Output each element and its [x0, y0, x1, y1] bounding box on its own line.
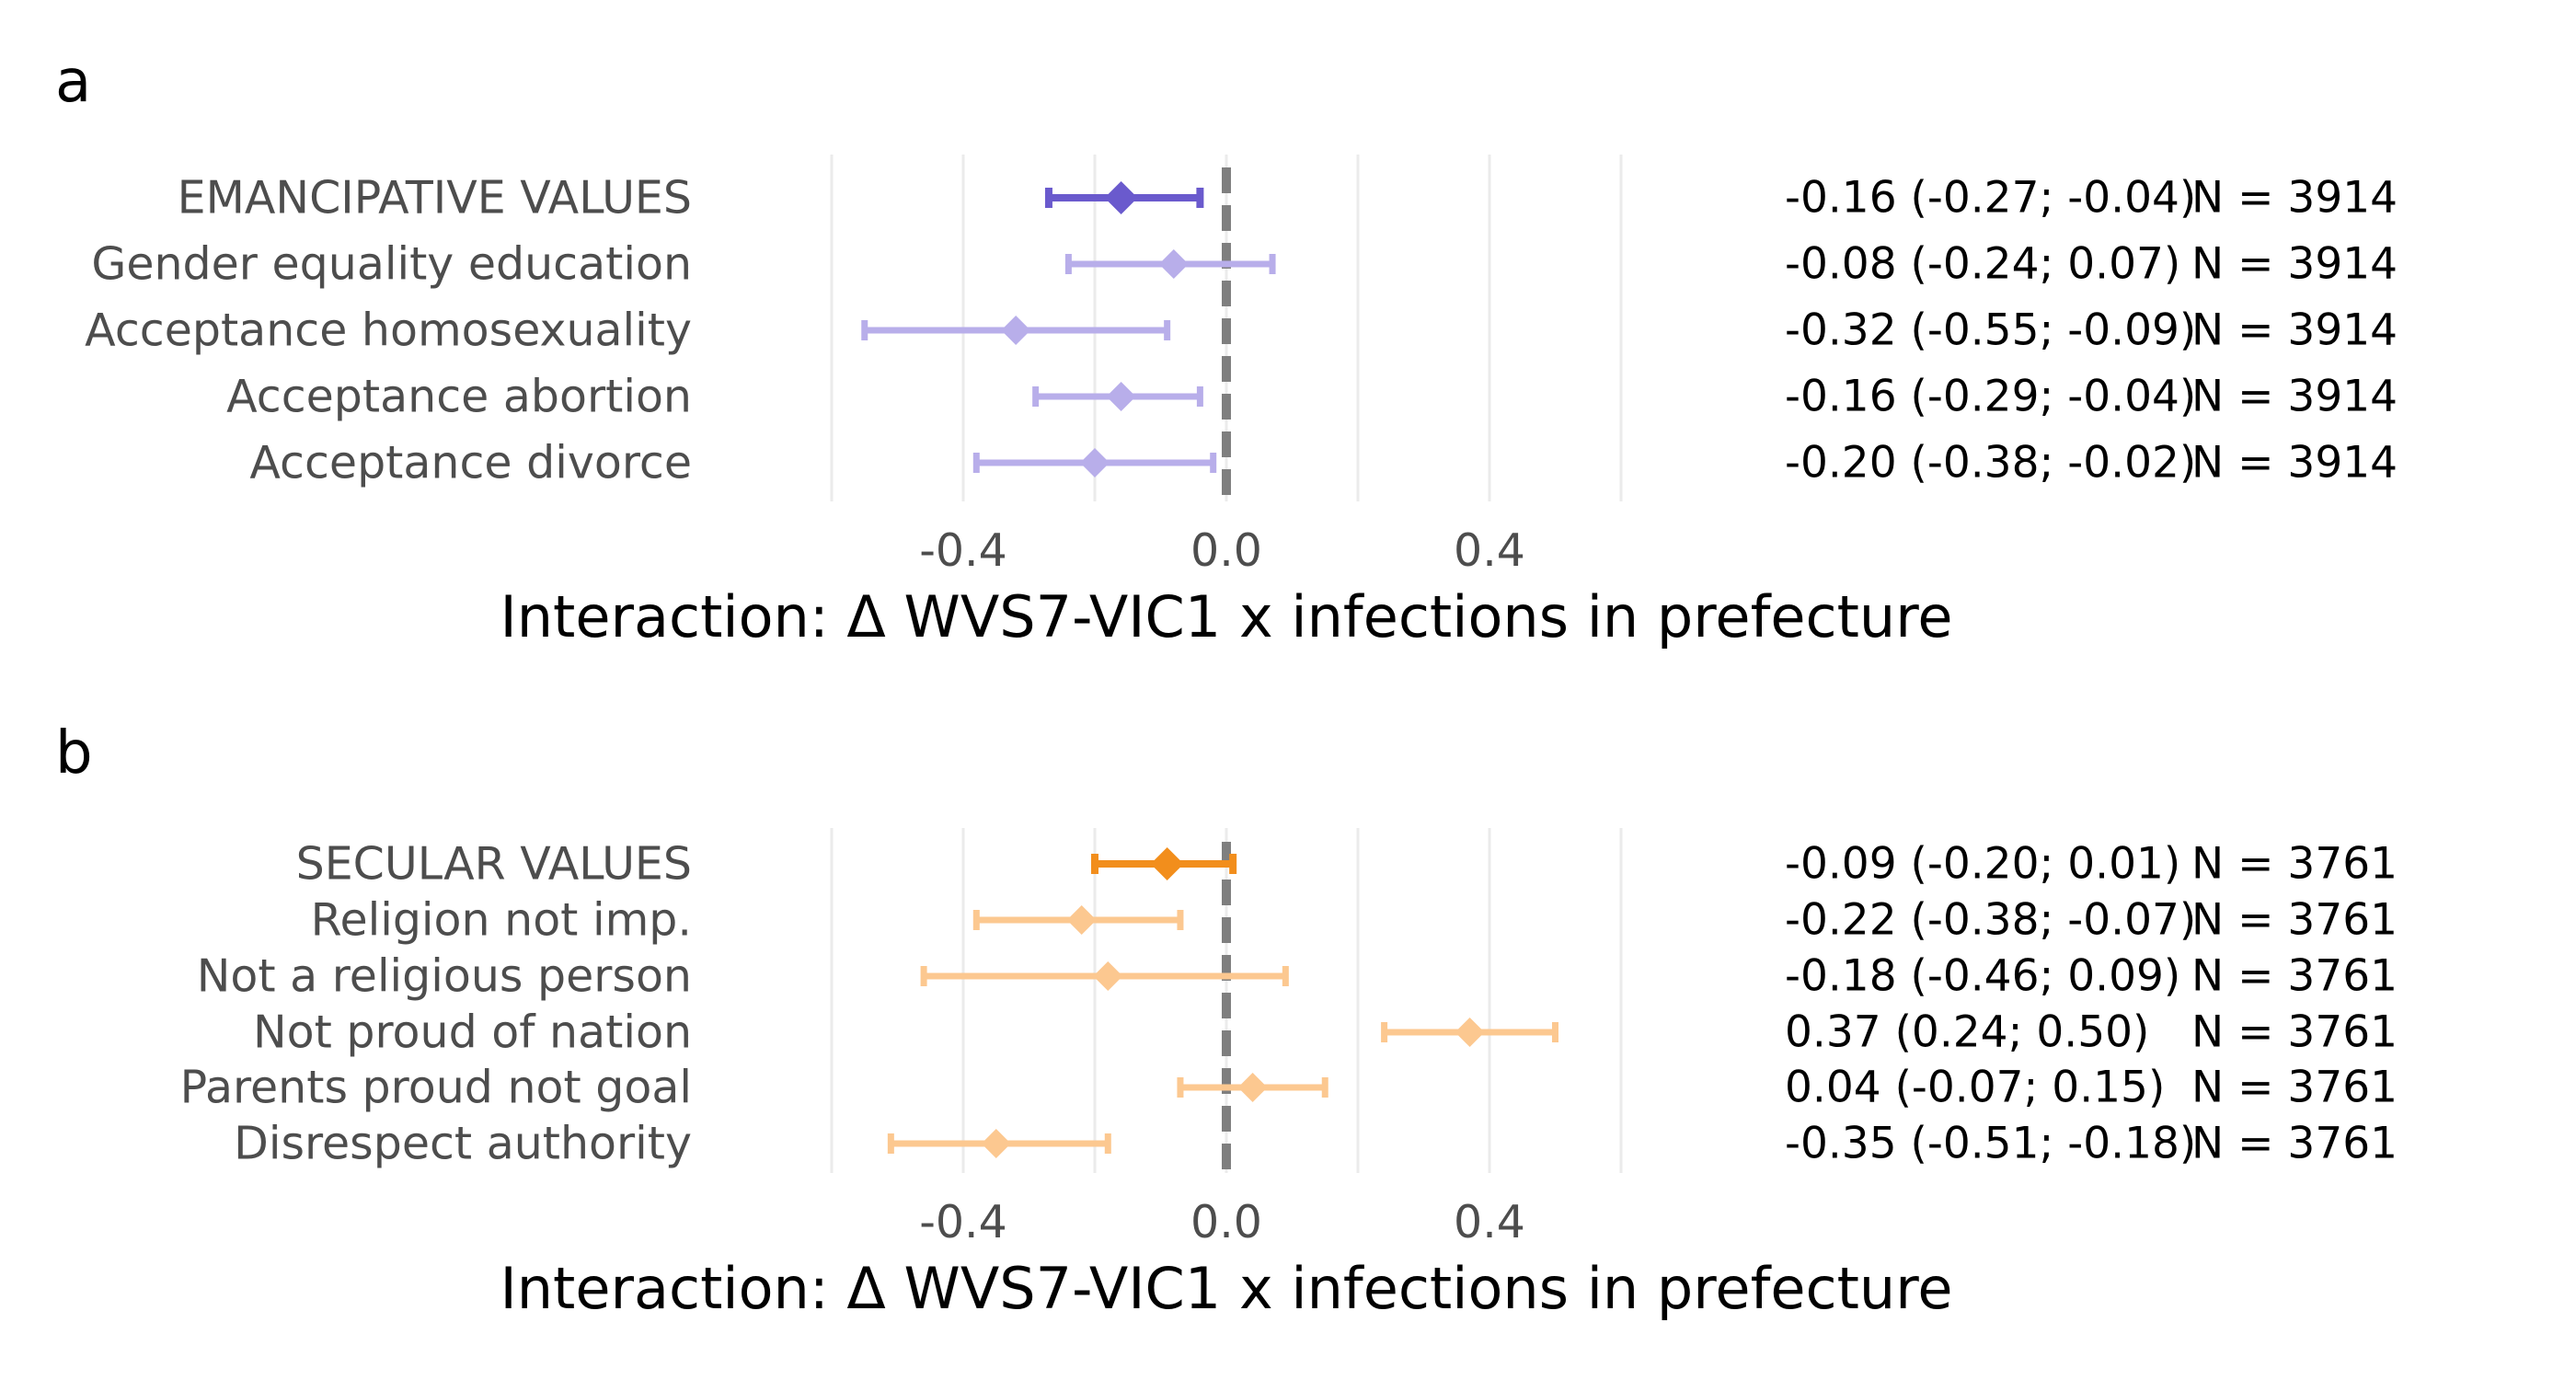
- row-label: EMANCIPATIVE VALUES: [178, 172, 692, 224]
- n-text: N = 3914: [2191, 239, 2398, 290]
- ci-text: 0.04 (-0.07; 0.15): [1785, 1063, 2165, 1113]
- x-tick-label: 0.4: [1454, 1196, 1525, 1248]
- row-label: Religion not imp.: [311, 894, 692, 947]
- ci-text: -0.32 (-0.55; -0.09): [1785, 305, 2196, 356]
- point-estimate-marker: [1158, 249, 1189, 279]
- n-text: N = 3761: [2191, 1119, 2398, 1169]
- point-estimate-marker: [1080, 448, 1110, 477]
- panel-letter: b: [55, 719, 93, 788]
- row-label: SECULAR VALUES: [296, 838, 692, 891]
- n-text: N = 3761: [2191, 895, 2398, 946]
- row-label: Not proud of nation: [253, 1006, 692, 1059]
- panel-letter: a: [55, 48, 91, 116]
- n-text: N = 3914: [2191, 305, 2398, 356]
- ci-text: -0.16 (-0.29; -0.04): [1785, 372, 2196, 422]
- n-text: N = 3761: [2191, 839, 2398, 890]
- n-text: N = 3761: [2191, 1007, 2398, 1058]
- n-text: N = 3761: [2191, 951, 2398, 1002]
- row-label: Parents proud not goal: [180, 1062, 692, 1114]
- ci-text: 0.37 (0.24; 0.50): [1785, 1007, 2149, 1058]
- point-estimate-marker: [1150, 847, 1184, 880]
- ci-text: -0.18 (-0.46; 0.09): [1785, 951, 2180, 1002]
- x-tick-label: -0.4: [919, 1196, 1007, 1248]
- n-text: N = 3914: [2191, 438, 2398, 489]
- ci-text: -0.22 (-0.38; -0.07): [1785, 895, 2196, 946]
- ci-text: -0.16 (-0.27; -0.04): [1785, 173, 2196, 224]
- point-estimate-marker: [1237, 1073, 1268, 1102]
- point-estimate-marker: [1104, 181, 1138, 214]
- row-label: Acceptance homosexuality: [85, 305, 692, 357]
- point-estimate-marker: [1106, 382, 1136, 411]
- point-estimate-marker: [1093, 961, 1123, 991]
- point-estimate-marker: [1066, 905, 1097, 935]
- row-label: Not a religious person: [197, 950, 692, 1003]
- ci-text: -0.08 (-0.24; 0.07): [1785, 239, 2180, 290]
- ci-text: -0.09 (-0.20; 0.01): [1785, 839, 2180, 890]
- x-tick-label: 0.0: [1190, 1196, 1262, 1248]
- x-axis-title: Interaction: Δ WVS7-VIC1 x infections in…: [500, 583, 1952, 650]
- point-estimate-marker: [1001, 316, 1031, 345]
- n-text: N = 3914: [2191, 173, 2398, 224]
- x-tick-label: 0.4: [1454, 524, 1525, 577]
- ci-text: -0.35 (-0.51; -0.18): [1785, 1119, 2196, 1169]
- point-estimate-marker: [981, 1129, 1011, 1158]
- row-label: Acceptance abortion: [226, 371, 692, 423]
- n-text: N = 3914: [2191, 372, 2398, 422]
- x-axis-title: Interaction: Δ WVS7-VIC1 x infections in…: [500, 1255, 1952, 1322]
- point-estimate-marker: [1455, 1018, 1485, 1047]
- row-label: Acceptance divorce: [249, 437, 692, 489]
- x-tick-label: 0.0: [1190, 524, 1262, 577]
- row-label: Disrespect authority: [234, 1118, 692, 1170]
- ci-text: -0.20 (-0.38; -0.02): [1785, 438, 2196, 489]
- n-text: N = 3761: [2191, 1063, 2398, 1113]
- row-label: Gender equality education: [91, 238, 692, 291]
- x-tick-label: -0.4: [919, 524, 1007, 577]
